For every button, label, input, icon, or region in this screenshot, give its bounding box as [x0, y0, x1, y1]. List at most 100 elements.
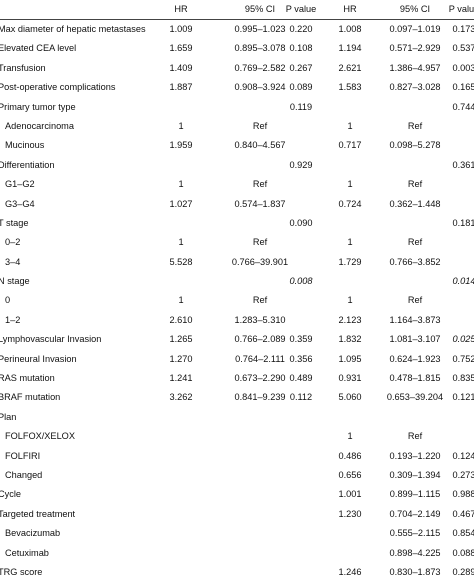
cell-hr-univariate: 3.262 — [169, 392, 193, 403]
cell-p-multivariate: 0.273 — [452, 469, 474, 480]
cell-ci-multivariate: 1.386–4.957 — [389, 62, 441, 73]
cell-p-multivariate: 0.854 — [452, 528, 474, 539]
row-label: 0–2 — [5, 237, 21, 248]
cell-hr-multivariate: 0.656 — [338, 469, 362, 480]
row-label: Lymphovascular Invasion — [0, 334, 102, 345]
header-ci-univariate: 95% CI — [244, 4, 276, 14]
cell-ci-univariate: 0.673–2.290 — [234, 373, 286, 384]
row-label: T stage — [0, 217, 29, 228]
cell-ci-multivariate: 0.193–1.220 — [389, 450, 441, 461]
cell-ci-univariate: 0.841–9.239 — [234, 392, 286, 403]
table-row: Mucinous 1.959 0.840–4.567 0.717 0.098–5.278 — [0, 136, 474, 155]
row-label: Post-operative complications — [0, 82, 116, 93]
cell-p-univariate: 0.489 — [289, 373, 313, 384]
cell-hr-univariate: 1 — [178, 295, 184, 306]
table-row: Adenocarcinoma 1 Ref 1 Ref — [0, 117, 474, 136]
cell-hr-multivariate: 0.717 — [338, 140, 362, 151]
row-label: Cetuximab — [5, 547, 49, 558]
cell-hr-multivariate: 1.246 — [338, 566, 362, 577]
table-row: Cetuximab 0.898–4.225 0.088 — [0, 544, 474, 563]
table-row: N stage 0.008 0.014 — [0, 272, 474, 291]
cell-hr-univariate: 1.959 — [169, 140, 193, 151]
table-row: T stage 0.090 0.181 — [0, 214, 474, 233]
table-row: Perineural Invasion 1.270 0.764–2.111 0.356… — [0, 350, 474, 369]
cell-hr-multivariate: 1 — [347, 179, 353, 190]
table-row: Lymphovascular Invasion 1.265 0.766–2.089 0… — [0, 330, 474, 349]
cell-p-multivariate: 0.467 — [452, 508, 474, 519]
row-label: Elevated CEA level — [0, 43, 77, 54]
header-p-univariate: P value — [285, 4, 317, 14]
cell-ci-multivariate: 0.827–3.028 — [389, 82, 441, 93]
table-row: Elevated CEA level 1.659 0.895–3.078 0.108 1… — [0, 39, 474, 58]
cell-p-multivariate: 0.088 — [452, 547, 474, 558]
cell-hr-multivariate: 0.724 — [338, 198, 362, 209]
cell-hr-multivariate: 1 — [347, 120, 353, 131]
table-row: Max diameter of hepatic metastases 1.009 0… — [0, 20, 474, 39]
table-row: Bevacizumab 0.555–2.115 0.854 — [0, 524, 474, 543]
cell-hr-multivariate: 1.230 — [338, 508, 362, 519]
cell-hr-univariate: 1 — [178, 237, 184, 248]
cell-ci-univariate: 0.766–39.901 — [231, 256, 289, 267]
row-label: 0 — [5, 295, 11, 306]
cell-p-univariate: 0.090 — [289, 217, 313, 228]
table-row: G3–G4 1.027 0.574–1.837 0.724 0.362–1.448 — [0, 195, 474, 214]
row-label: N stage — [0, 276, 30, 287]
cell-p-multivariate: 0.014 — [452, 276, 474, 287]
header-ci-multivariate: 95% CI — [399, 4, 431, 14]
cell-ci-multivariate: 0.766–3.852 — [389, 256, 441, 267]
row-label: Differentiation — [0, 159, 55, 170]
row-label: Plan — [0, 411, 17, 422]
cell-p-multivariate: 0.003 — [452, 62, 474, 73]
cell-ci-multivariate: 0.478–1.815 — [389, 373, 441, 384]
row-label: 1–2 — [5, 314, 21, 325]
row-label: Changed — [5, 469, 43, 480]
cell-hr-multivariate: 1.001 — [338, 489, 362, 500]
cell-ci-multivariate: 0.653–39.204 — [386, 392, 444, 403]
table-row: 0 1 Ref 1 Ref — [0, 291, 474, 310]
row-label: Targeted treatment — [0, 508, 76, 519]
row-label: Bevacizumab — [5, 528, 61, 539]
cell-hr-univariate: 1.409 — [169, 62, 193, 73]
row-label: FOLFIRI — [5, 450, 41, 461]
cell-ci-univariate: 0.766–2.089 — [234, 334, 286, 345]
cell-ci-univariate: Ref — [252, 237, 268, 248]
cell-ci-univariate: 0.769–2.582 — [234, 62, 286, 73]
row-label: 3–4 — [5, 256, 21, 267]
cell-ci-multivariate: 0.571–2.929 — [389, 43, 441, 54]
cell-p-multivariate: 0.173 — [452, 24, 474, 34]
table-row: 0–2 1 Ref 1 Ref — [0, 233, 474, 252]
table-row: BRAF mutation 3.262 0.841–9.239 0.112 5.060 0… — [0, 388, 474, 407]
row-label: RAS mutation — [0, 373, 55, 384]
cell-hr-multivariate: 1 — [347, 295, 353, 306]
cell-ci-multivariate: Ref — [407, 179, 423, 190]
cell-p-multivariate: 0.752 — [452, 353, 474, 364]
cell-hr-multivariate: 1 — [347, 237, 353, 248]
cell-ci-multivariate: 0.098–5.278 — [389, 140, 441, 151]
table-row: Cycle 1.001 0.899–1.115 0.988 — [0, 485, 474, 504]
cell-ci-multivariate: Ref — [407, 431, 423, 442]
cell-hr-multivariate: 2.621 — [338, 62, 362, 73]
row-label: Max diameter of hepatic metastases — [0, 24, 146, 34]
cell-ci-multivariate: Ref — [407, 295, 423, 306]
cell-hr-multivariate: 1.008 — [338, 24, 362, 34]
cell-ci-univariate: Ref — [252, 179, 268, 190]
cell-hr-univariate: 1.270 — [169, 353, 193, 364]
cell-ci-multivariate: 0.624–1.923 — [389, 353, 441, 364]
table-row: Targeted treatment 1.230 0.704–2.149 0.467 — [0, 505, 474, 524]
cell-ci-univariate: 0.995–1.023 — [234, 24, 286, 34]
cell-ci-univariate: 0.840–4.567 — [234, 140, 286, 151]
cell-p-multivariate: 0.165 — [452, 82, 474, 93]
cell-hr-univariate: 1.659 — [169, 43, 193, 54]
cell-ci-multivariate: Ref — [407, 120, 423, 131]
table-row: G1–G2 1 Ref 1 Ref — [0, 175, 474, 194]
cell-ci-univariate: 0.895–3.078 — [234, 43, 286, 54]
cell-p-multivariate: 0.181 — [452, 217, 474, 228]
cell-hr-multivariate: 2.123 — [338, 314, 362, 325]
cell-hr-multivariate: 5.060 — [338, 392, 362, 403]
cell-ci-univariate: 0.574–1.837 — [234, 198, 286, 209]
cell-ci-multivariate: 0.097–1.019 — [389, 24, 441, 34]
cell-p-multivariate: 0.361 — [452, 159, 474, 170]
table-row: Plan — [0, 408, 474, 427]
row-label: G1–G2 — [5, 179, 35, 190]
cell-hr-univariate: 1 — [178, 120, 184, 131]
